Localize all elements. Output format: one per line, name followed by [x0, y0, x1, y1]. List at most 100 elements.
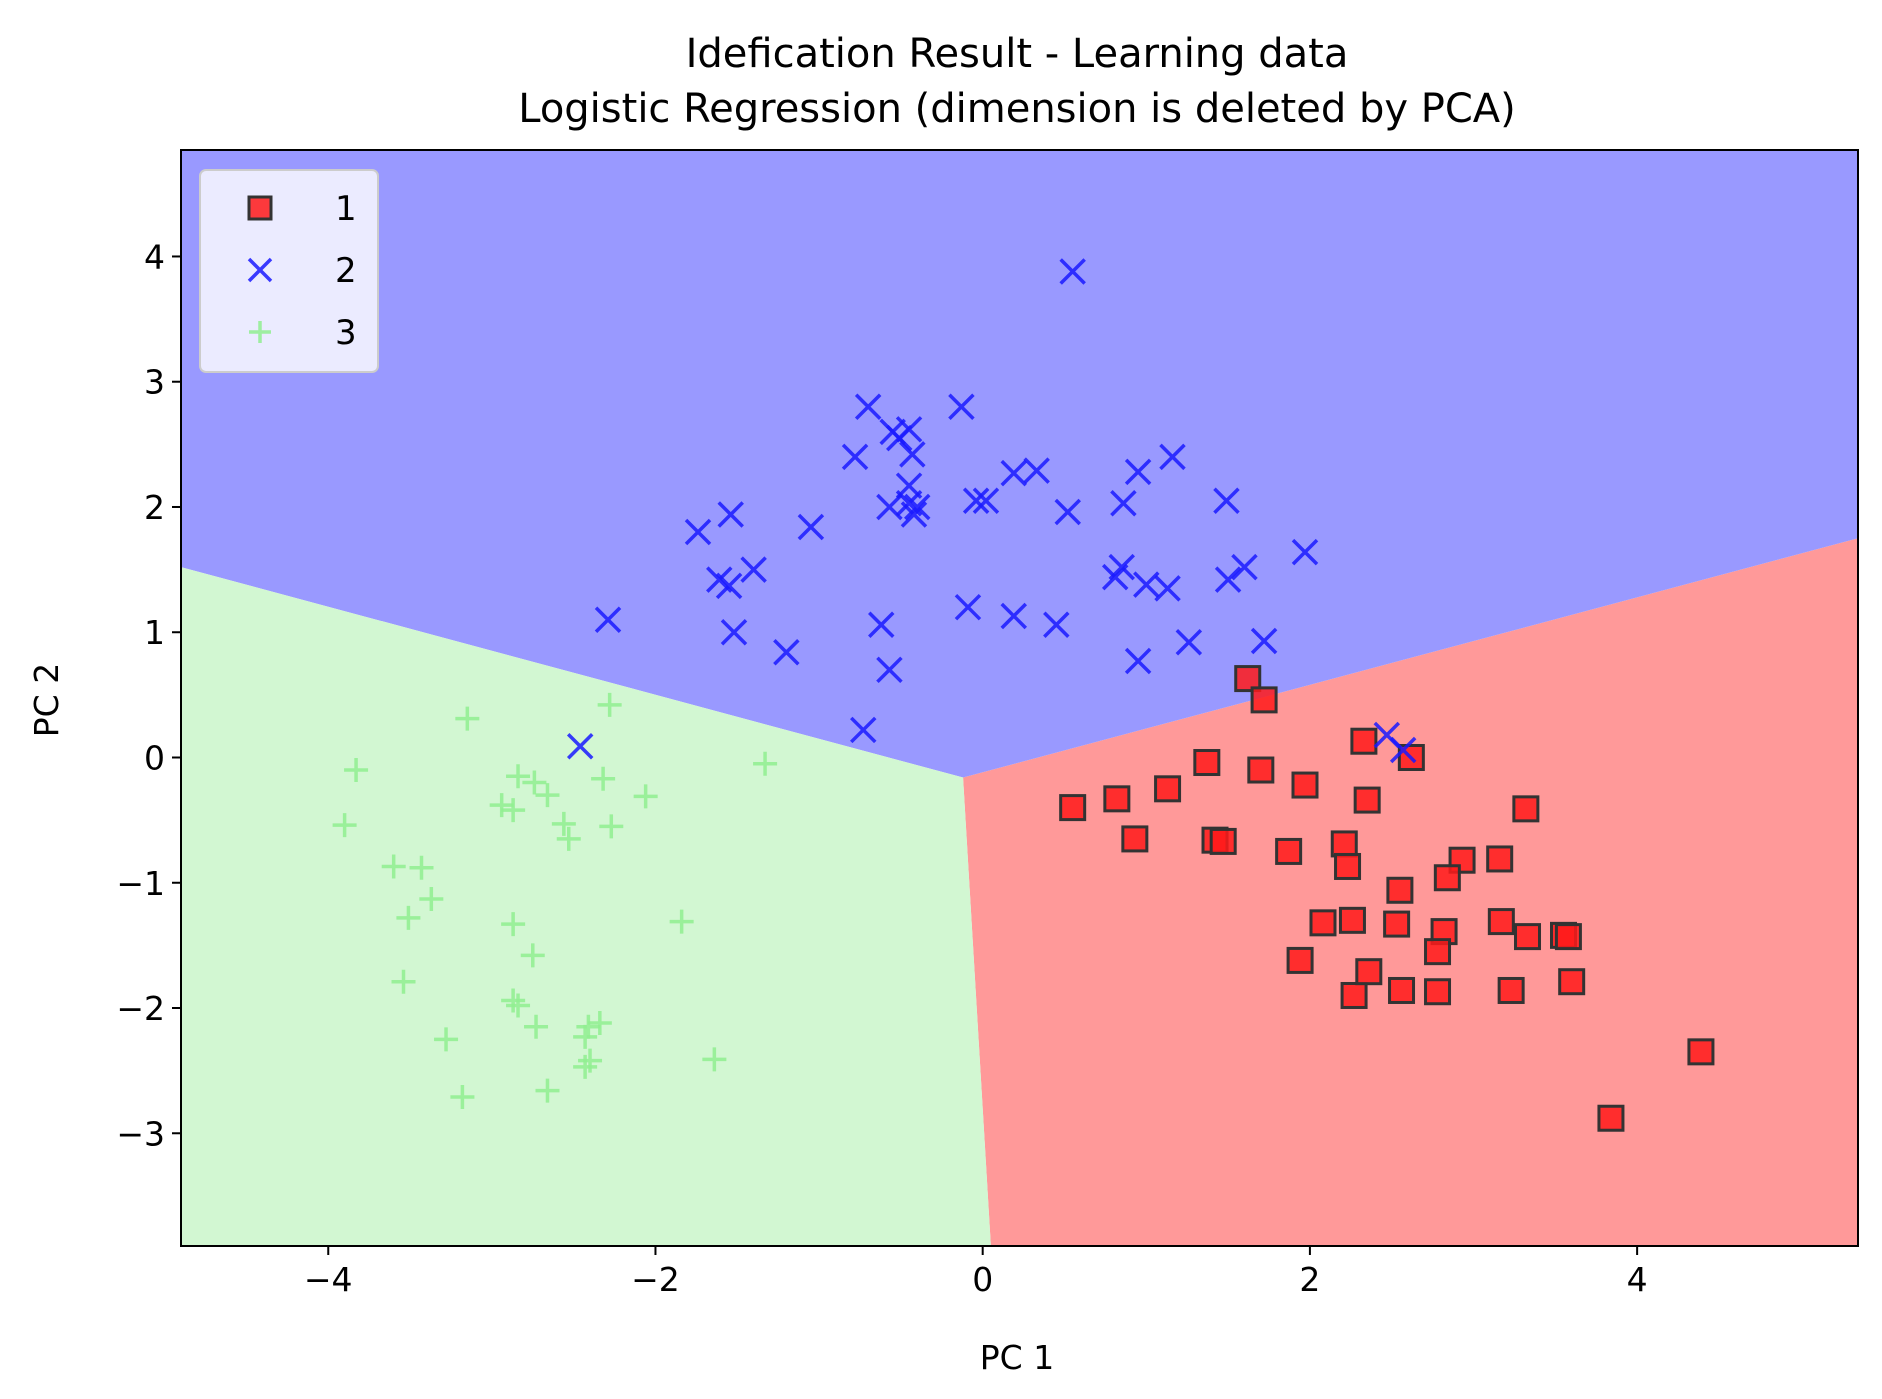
point-class-1	[1059, 794, 1087, 822]
y-tick-label: −2	[116, 989, 165, 1028]
series-3	[332, 692, 778, 1109]
point-class-1	[1209, 827, 1237, 855]
point-class-2	[948, 393, 975, 421]
point-class-2	[954, 593, 982, 621]
point-class-3	[573, 1024, 598, 1049]
point-class-3	[391, 969, 416, 994]
point-class-2	[1213, 487, 1240, 514]
point-class-3	[520, 943, 545, 968]
decision-regions	[181, 150, 1858, 1246]
x-tick-label: 2	[1299, 1260, 1320, 1299]
point-class-3	[535, 783, 560, 808]
y-tick-label: 0	[144, 738, 165, 777]
plot-area	[180, 149, 1859, 1247]
point-class-3	[450, 1084, 475, 1109]
point-class-2	[841, 443, 869, 471]
point-class-1	[1350, 727, 1378, 755]
point-class-2	[886, 424, 913, 452]
point-class-3	[419, 887, 444, 912]
point-class-2	[720, 619, 748, 646]
point-class-3	[506, 764, 531, 789]
point-class-3	[344, 758, 369, 783]
point-class-1	[1558, 968, 1586, 996]
plot-frame	[180, 149, 1859, 1247]
point-class-3	[455, 706, 480, 731]
data-points	[332, 258, 1715, 1132]
point-class-1	[1514, 923, 1542, 951]
point-class-3	[633, 784, 658, 809]
point-class-1	[1424, 978, 1452, 1006]
x-tick-label: −4	[304, 1260, 353, 1299]
point-class-3	[332, 813, 357, 838]
point-class-2	[1291, 538, 1319, 566]
point-class-2	[247, 257, 273, 283]
point-class-2	[797, 513, 825, 541]
point-class-1	[1512, 795, 1540, 823]
point-class-1	[1424, 938, 1452, 966]
point-class-1	[1330, 830, 1358, 858]
point-class-1	[1154, 775, 1182, 803]
point-class-3	[551, 811, 576, 836]
point-class-1	[1554, 923, 1582, 951]
point-class-2	[1000, 602, 1028, 630]
point-class-2	[717, 501, 744, 528]
point-class-1	[1275, 837, 1303, 865]
point-class-2	[854, 393, 882, 421]
point-class-2	[715, 572, 743, 600]
point-class-2	[1124, 647, 1152, 675]
point-class-3	[597, 692, 622, 717]
point-class-2	[1133, 571, 1160, 598]
point-class-1	[1338, 906, 1366, 934]
x-tick-label: 4	[1627, 1260, 1648, 1299]
point-class-3	[576, 1014, 601, 1039]
x-axis: −4 −2 0 2 4	[304, 1246, 1648, 1299]
point-class-3	[249, 321, 271, 343]
point-class-3	[381, 854, 406, 879]
point-class-3	[669, 909, 694, 934]
point-class-3	[753, 751, 778, 776]
chart-title: Idefication Result - Learning data	[686, 31, 1349, 77]
y-tick-label: 2	[144, 488, 165, 527]
legend-item-2: 2	[247, 251, 357, 291]
point-class-2	[876, 656, 903, 684]
point-class-2	[876, 493, 903, 521]
point-class-3	[522, 770, 547, 795]
region-class-2	[181, 150, 1858, 778]
legend-label: 3	[335, 313, 357, 353]
legend-item-1: 1	[247, 189, 357, 229]
x-axis-label: PC 1	[980, 1338, 1054, 1377]
point-class-1	[1388, 976, 1416, 1004]
point-class-3	[587, 1011, 612, 1036]
point-class-1	[1386, 876, 1414, 904]
point-class-1	[1497, 976, 1525, 1004]
legend-frame	[199, 169, 379, 373]
point-class-2	[1250, 627, 1278, 655]
point-class-1	[1291, 771, 1319, 799]
legend-label: 2	[335, 251, 357, 291]
y-tick-label: 4	[144, 237, 165, 276]
point-class-2	[1059, 258, 1086, 285]
point-class-1	[1103, 785, 1131, 813]
point-class-1	[1383, 910, 1411, 938]
point-class-2	[850, 716, 877, 744]
legend: 1 2 3	[199, 169, 379, 373]
point-class-3	[591, 766, 616, 791]
point-class-2	[1043, 611, 1070, 638]
point-class-2	[566, 732, 594, 760]
point-class-2	[1054, 498, 1081, 526]
y-tick-label: −3	[116, 1114, 165, 1153]
point-class-1	[1433, 864, 1461, 892]
x-tick-label: 0	[972, 1260, 993, 1299]
point-class-1	[1355, 958, 1383, 986]
point-class-3	[501, 798, 526, 823]
point-class-1	[247, 195, 273, 221]
point-class-2	[773, 639, 800, 666]
point-class-2	[1101, 563, 1129, 591]
point-class-2	[1214, 566, 1242, 593]
legend-item-3: 3	[249, 313, 357, 353]
point-class-3	[524, 1014, 549, 1039]
point-class-2	[972, 487, 1000, 514]
point-class-2	[1231, 553, 1258, 581]
point-class-3	[501, 912, 526, 937]
